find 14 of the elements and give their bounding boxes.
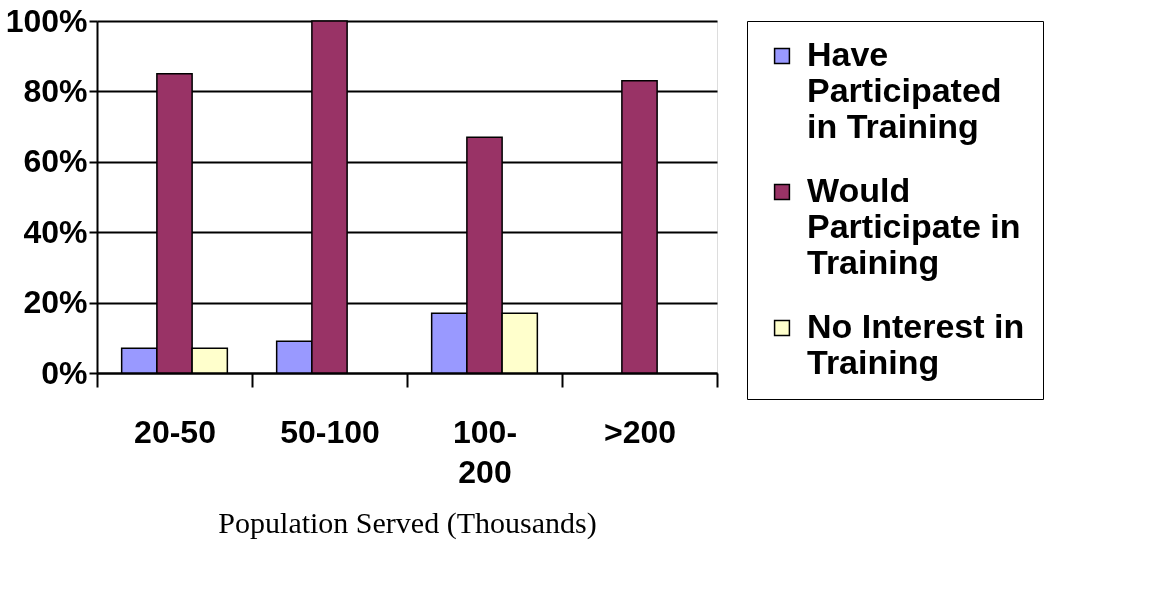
y-tick-label: 60% [23,143,88,180]
x-tick-label: 20-50 [134,413,216,450]
legend-label: Have Participated in Training [807,35,1002,145]
legend-label: Would Participate in Training [807,171,1021,281]
x-axis-title: Population Served (Thousands) [218,505,597,540]
x-tick-label: 100-200 [452,413,518,490]
x-tick-label: >200 [603,413,677,450]
y-tick-label: 20% [23,284,88,321]
y-tick-label: 0% [41,354,88,391]
x-tick-label: 50-100 [280,413,380,450]
y-tick-label: 100% [5,2,88,39]
y-tick-label: 40% [23,213,88,250]
y-tick-label: 80% [23,72,88,109]
legend-label: No Interest in Training [807,307,1025,381]
